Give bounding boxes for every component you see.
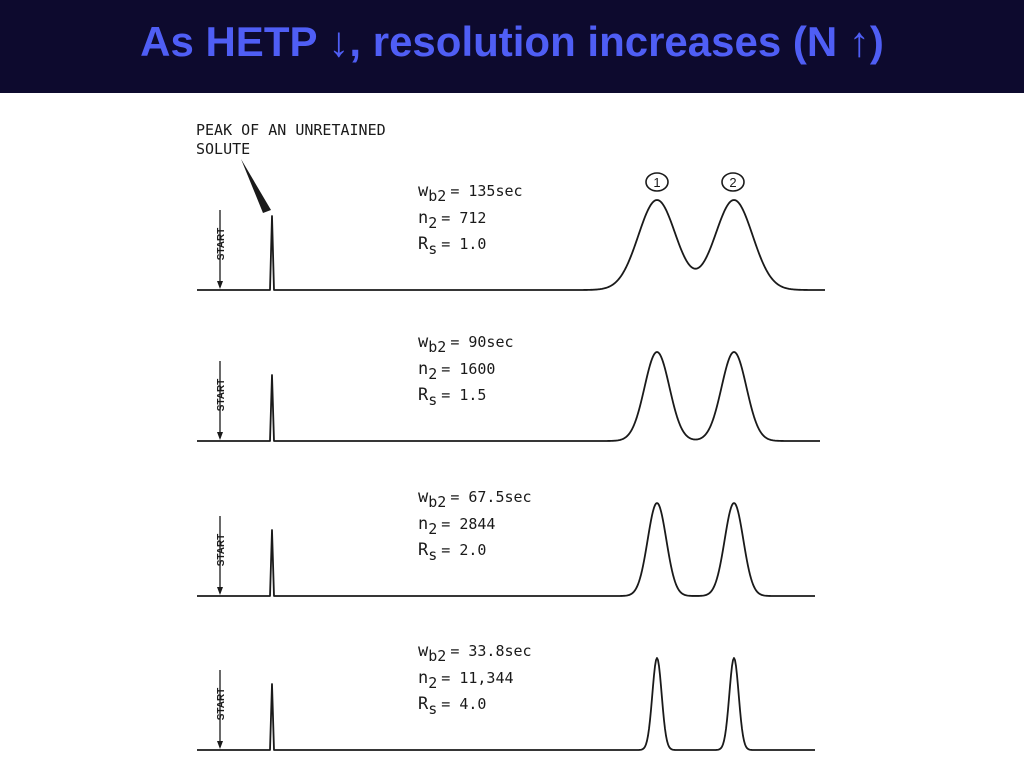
chromatogram-trace-1 [197,199,825,291]
wb2-readout-3: wb2 = 67.5sec [418,487,532,511]
n2-readout-3: n2 = 2844 [418,514,495,538]
rs-readout-4: Rs = 4.0 [418,694,486,718]
rs-readout-2: Rs = 1.5 [418,385,486,409]
title-bar [0,0,1024,93]
chromatogram-trace-4 [197,657,815,751]
n2-readout-2: n2 = 1600 [418,359,495,383]
start-marker-head-3 [217,587,223,595]
start-label-4: START [216,688,227,721]
chromatogram-trace-3 [197,502,815,597]
n2-readout-4: n2 = 11,344 [418,668,514,692]
start-marker-head-2 [217,432,223,440]
slide-title: As HETP ↓, resolution increases (N ↑) [140,18,884,65]
start-label-2: START [216,379,227,412]
annotation-line-2: SOLUTE [196,140,250,158]
peak-label-2-text: 2 [729,175,736,190]
start-marker-head-4 [217,741,223,749]
start-label-3: START [216,534,227,567]
annotation-arrow [241,159,271,213]
n2-readout-1: n2 = 712 [418,208,486,232]
rs-readout-3: Rs = 2.0 [418,540,486,564]
wb2-readout-1: wb2 = 135sec [418,181,523,205]
start-marker-head-1 [217,281,223,289]
annotation-line-1: PEAK OF AN UNRETAINED [196,121,386,139]
rs-readout-1: Rs = 1.0 [418,234,486,258]
chromatogram-trace-2 [197,351,820,442]
peak-label-1-text: 1 [653,175,660,190]
wb2-readout-4: wb2 = 33.8sec [418,641,532,665]
peak-label-1: 1 [645,172,669,192]
wb2-readout-2: wb2 = 90sec [418,332,514,356]
peak-label-2: 2 [721,172,745,192]
chromatogram-figure: PEAK OF AN UNRETAINED SOLUTE 1 2 START wb… [0,93,1024,768]
start-label-1: START [216,228,227,261]
chromatogram-svg: PEAK OF AN UNRETAINED SOLUTE 1 2 START wb… [196,121,825,751]
